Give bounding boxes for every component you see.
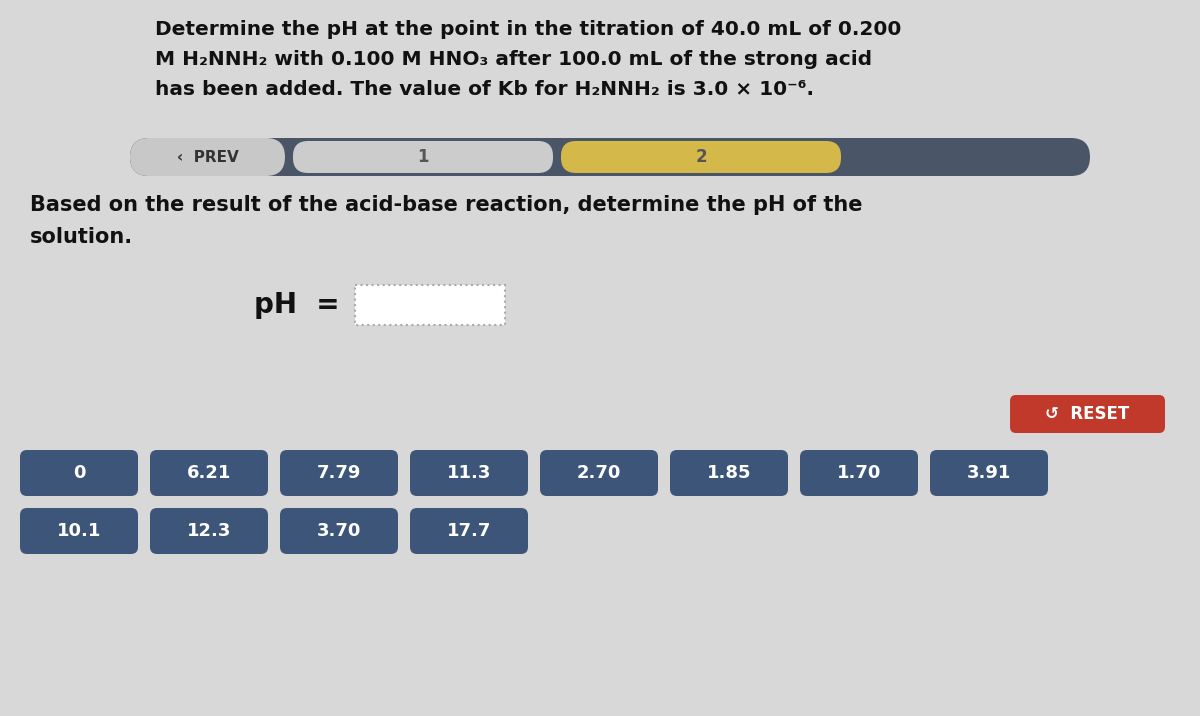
FancyBboxPatch shape <box>130 138 286 176</box>
Text: 1.85: 1.85 <box>707 464 751 482</box>
Text: Based on the result of the acid-base reaction, determine the pH of the: Based on the result of the acid-base rea… <box>30 195 863 215</box>
Text: 10.1: 10.1 <box>56 522 101 540</box>
Text: 3.91: 3.91 <box>967 464 1012 482</box>
FancyBboxPatch shape <box>670 450 788 496</box>
FancyBboxPatch shape <box>20 508 138 554</box>
Text: solution.: solution. <box>30 227 133 247</box>
Text: pH  =: pH = <box>254 291 340 319</box>
Text: M H₂NNH₂ with 0.100 M HNO₃ after 100.0 mL of the strong acid: M H₂NNH₂ with 0.100 M HNO₃ after 100.0 m… <box>155 50 872 69</box>
Text: 17.7: 17.7 <box>446 522 491 540</box>
Text: 3.70: 3.70 <box>317 522 361 540</box>
FancyBboxPatch shape <box>150 450 268 496</box>
FancyBboxPatch shape <box>280 508 398 554</box>
Text: 1: 1 <box>418 148 428 166</box>
Text: ‹  PREV: ‹ PREV <box>176 150 239 165</box>
Text: Determine the pH at the point in the titration of 40.0 mL of 0.200: Determine the pH at the point in the tit… <box>155 20 901 39</box>
FancyBboxPatch shape <box>800 450 918 496</box>
Text: 11.3: 11.3 <box>446 464 491 482</box>
FancyBboxPatch shape <box>410 450 528 496</box>
FancyBboxPatch shape <box>930 450 1048 496</box>
Text: 6.21: 6.21 <box>187 464 232 482</box>
Text: 12.3: 12.3 <box>187 522 232 540</box>
FancyBboxPatch shape <box>130 138 1090 176</box>
FancyBboxPatch shape <box>20 450 138 496</box>
FancyBboxPatch shape <box>293 141 553 173</box>
FancyBboxPatch shape <box>280 450 398 496</box>
Text: 1.70: 1.70 <box>836 464 881 482</box>
Text: 2.70: 2.70 <box>577 464 622 482</box>
Text: 7.79: 7.79 <box>317 464 361 482</box>
Text: 2: 2 <box>695 148 707 166</box>
FancyBboxPatch shape <box>562 141 841 173</box>
FancyBboxPatch shape <box>1010 395 1165 433</box>
FancyBboxPatch shape <box>355 285 505 325</box>
FancyBboxPatch shape <box>150 508 268 554</box>
Text: has been added. The value of Kb for H₂NNH₂ is 3.0 × 10⁻⁶.: has been added. The value of Kb for H₂NN… <box>155 80 814 99</box>
Text: 0: 0 <box>73 464 85 482</box>
FancyBboxPatch shape <box>410 508 528 554</box>
FancyBboxPatch shape <box>540 450 658 496</box>
Text: ↺  RESET: ↺ RESET <box>1045 405 1129 423</box>
